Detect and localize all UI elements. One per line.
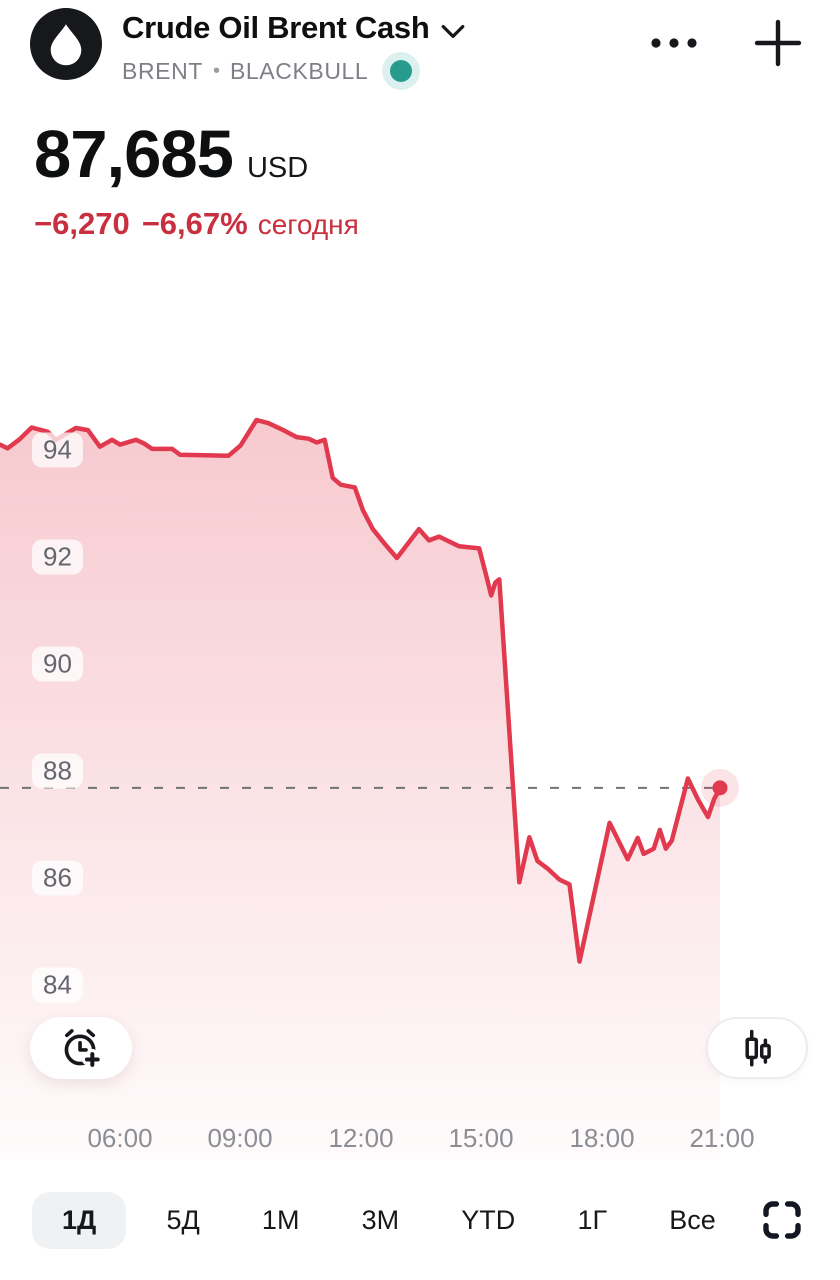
add-to-watchlist-button[interactable] bbox=[752, 17, 804, 69]
header-title-block: Crude Oil Brent Cash BRENT • BLACKBULL bbox=[122, 10, 466, 90]
market-status-halo bbox=[382, 52, 421, 90]
broker-label: BLACKBULL bbox=[229, 57, 369, 84]
fullscreen-icon bbox=[763, 1201, 801, 1239]
change-absolute: −6,270 bbox=[34, 206, 130, 241]
market-open-dot bbox=[390, 60, 413, 82]
x-axis-tick: 06:00 bbox=[87, 1123, 153, 1153]
plus-icon bbox=[754, 19, 802, 67]
alarm-clock-plus-icon bbox=[64, 1029, 103, 1071]
price-line bbox=[0, 417, 723, 964]
range-tabs: 1Д 5Д 1М 3М YTD 1Г Все bbox=[0, 1188, 840, 1252]
quote-price-row: 87,685 USD bbox=[34, 116, 308, 193]
page-title: Crude Oil Brent Cash bbox=[122, 10, 430, 45]
range-tab-5д[interactable]: 5Д bbox=[144, 1192, 221, 1249]
range-tab-1г[interactable]: 1Г bbox=[555, 1192, 629, 1249]
change-period-label: сегодня bbox=[257, 209, 359, 240]
candlesticks-icon bbox=[745, 1029, 771, 1067]
range-tab-все[interactable]: Все bbox=[647, 1192, 738, 1249]
last-price: 87,685 bbox=[34, 117, 234, 192]
x-axis-tick: 12:00 bbox=[328, 1123, 394, 1153]
area-fill bbox=[0, 420, 720, 1160]
x-axis-tick: 15:00 bbox=[448, 1123, 514, 1153]
chart-style-button[interactable] bbox=[706, 1017, 808, 1079]
range-tab-1д[interactable]: 1Д bbox=[32, 1191, 127, 1249]
x-axis-tick: 21:00 bbox=[689, 1123, 755, 1153]
range-tab-1м[interactable]: 1М bbox=[240, 1192, 322, 1249]
ticker-label: BRENT bbox=[122, 57, 203, 84]
x-axis-tick: 18:00 bbox=[569, 1123, 635, 1153]
fullscreen-button[interactable] bbox=[756, 1194, 808, 1246]
area-chart-canvas[interactable] bbox=[0, 405, 840, 1165]
symbol-subtitle: BRENT • BLACKBULL bbox=[122, 52, 466, 90]
currency-label: USD bbox=[246, 152, 309, 184]
price-chart[interactable]: 94 92 90 88 86 84 06:00 09:00 12:00 15:00 18:00 21… bbox=[0, 405, 840, 1165]
oil-drop-icon bbox=[50, 24, 82, 66]
instrument-logo bbox=[30, 8, 102, 80]
y-axis-tick: 86 bbox=[32, 860, 83, 896]
range-tab-ytd[interactable]: YTD bbox=[439, 1192, 537, 1249]
y-axis-tick: 84 bbox=[32, 967, 83, 1003]
symbol-selector[interactable]: Crude Oil Brent Cash bbox=[122, 10, 466, 46]
quote-change-row: −6,270 −6,67% сегодня bbox=[34, 206, 359, 242]
more-menu-button[interactable] bbox=[642, 19, 706, 67]
separator-dot: • bbox=[212, 59, 220, 82]
y-axis-tick: 92 bbox=[32, 539, 83, 575]
ellipsis-icon bbox=[651, 38, 697, 48]
y-axis-tick: 88 bbox=[32, 753, 83, 789]
y-axis-tick: 90 bbox=[32, 646, 83, 682]
chevron-down-icon bbox=[441, 24, 464, 38]
add-alert-button[interactable] bbox=[30, 1017, 132, 1079]
change-percent: −6,67% bbox=[141, 206, 248, 241]
y-axis-tick: 94 bbox=[32, 432, 83, 468]
range-tab-3м[interactable]: 3М bbox=[340, 1192, 422, 1249]
last-price-dot bbox=[712, 780, 728, 796]
x-axis-tick: 09:00 bbox=[207, 1123, 273, 1153]
